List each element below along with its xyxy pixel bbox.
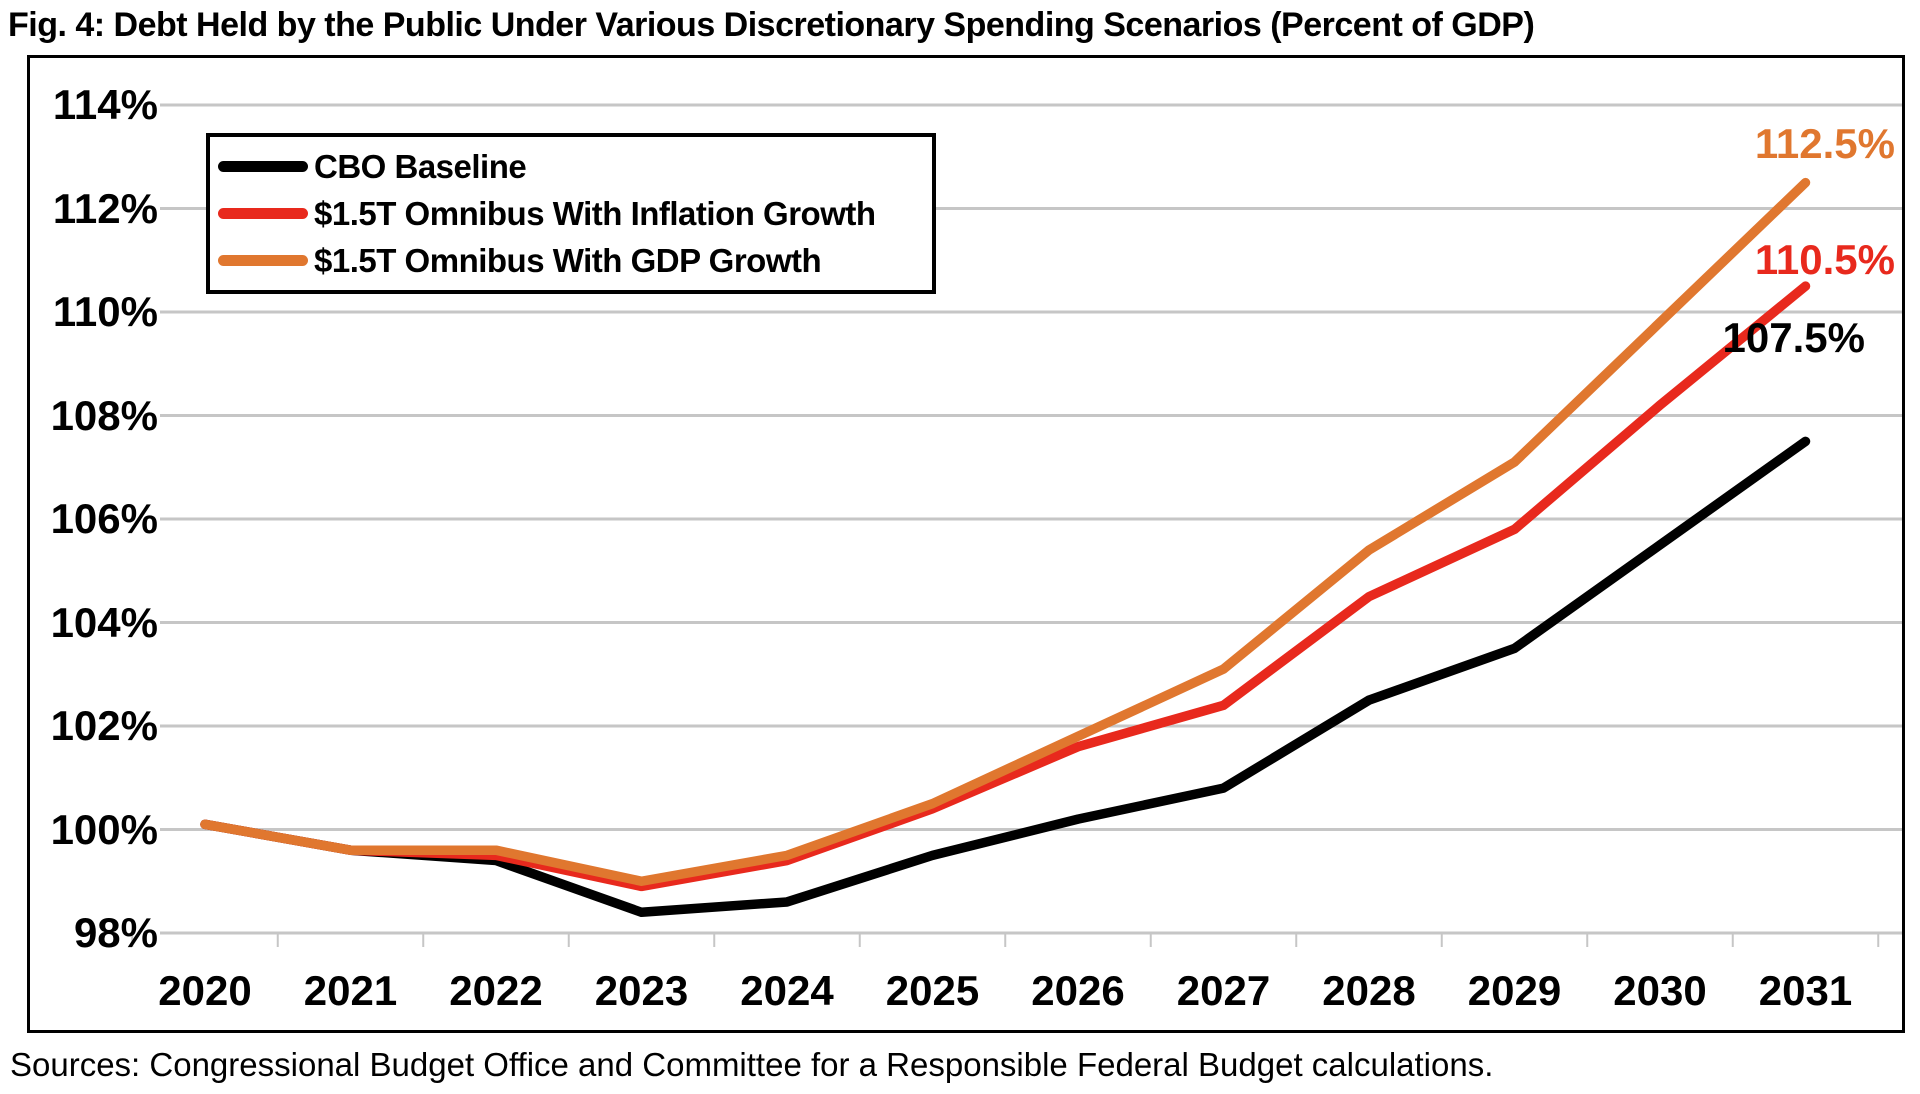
series-line-2	[200, 177, 1811, 886]
y-axis-tick-label: 112%	[52, 184, 158, 232]
legend-swatch-orange-line	[218, 255, 308, 266]
legend-item-gdp-growth: $1.5T Omnibus With GDP Growth	[218, 237, 924, 284]
plot	[131, 103, 1902, 947]
x-axis-tick-label: 2030	[1613, 967, 1707, 1014]
x-axis-tick-label: 2028	[1322, 967, 1416, 1014]
x-axis-tick-label: 2022	[449, 967, 543, 1014]
legend-item-inflation-growth: $1.5T Omnibus With Inflation Growth	[218, 190, 924, 237]
legend-item-cbo-baseline: CBO Baseline	[218, 143, 924, 190]
legend-swatch-black-line	[218, 161, 308, 172]
y-axis-tick-label: 98%	[73, 909, 158, 956]
legend-swatch-red-line	[218, 208, 308, 219]
y-axis-tick-label: 114%	[52, 81, 158, 128]
chart-area: 114% 112% 110% 108% 106% 104% 102% 100% 98% 2020…	[27, 55, 1905, 1033]
legend-label: CBO Baseline	[314, 147, 527, 185]
end-value-label-inflation-growth: 110.5%	[1754, 236, 1895, 283]
end-value-label-cbo-baseline: 107.5%	[1722, 314, 1865, 361]
series-line-0	[200, 436, 1811, 918]
legend-label: $1.5T Omnibus With GDP Growth	[314, 241, 822, 279]
x-axis-tick-label: 2024	[740, 967, 834, 1014]
sources-note: Sources: Congressional Budget Office and…	[10, 1046, 1494, 1083]
series-line-1	[200, 281, 1811, 892]
x-axis-tick-label: 2025	[885, 967, 980, 1014]
y-axis-tick-label: 106%	[50, 495, 158, 542]
x-axis-tick-label: 2031	[1758, 967, 1853, 1014]
y-axis-tick-label: 104%	[50, 598, 158, 646]
x-axis-tick-label: 2026	[1031, 967, 1125, 1014]
legend: CBO Baseline $1.5T Omnibus With Inflatio…	[206, 133, 936, 294]
x-axis-tick-label: 2023	[594, 967, 689, 1014]
x-axis-tick-label: 2027	[1176, 967, 1271, 1014]
x-axis-tick-label: 2021	[303, 967, 398, 1014]
y-axis-tick-label: 100%	[50, 805, 158, 853]
x-axis-tick-label: 2020	[158, 967, 252, 1014]
legend-label: $1.5T Omnibus With Inflation Growth	[314, 194, 876, 232]
y-axis-tick-label: 108%	[50, 391, 158, 439]
y-axis-tick-label: 110%	[52, 288, 158, 335]
x-axis-tick-label: 2029	[1467, 967, 1562, 1014]
figure-title: Fig. 4: Debt Held by the Public Under Va…	[8, 6, 1535, 44]
y-axis-tick-label: 102%	[50, 702, 158, 749]
end-value-label-gdp-growth: 112.5%	[1754, 120, 1895, 167]
